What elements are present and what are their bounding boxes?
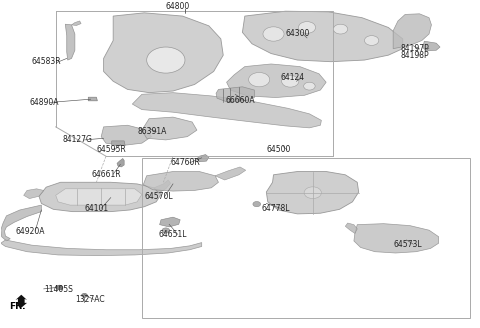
Circle shape [147, 47, 185, 73]
Polygon shape [215, 167, 246, 180]
Text: 64573L: 64573L [393, 240, 422, 249]
Text: 64595R: 64595R [96, 145, 126, 154]
Polygon shape [39, 182, 161, 212]
Polygon shape [142, 117, 197, 140]
Text: 64651L: 64651L [158, 230, 187, 239]
Polygon shape [88, 97, 97, 101]
Polygon shape [393, 14, 432, 49]
Polygon shape [24, 189, 44, 198]
Text: 64583R: 64583R [32, 57, 61, 66]
Polygon shape [197, 154, 209, 162]
Polygon shape [56, 189, 142, 205]
Polygon shape [144, 172, 218, 191]
Polygon shape [354, 224, 439, 253]
Polygon shape [132, 92, 322, 128]
Text: 64920A: 64920A [15, 227, 45, 236]
Polygon shape [101, 125, 152, 145]
Text: 64124: 64124 [281, 73, 305, 83]
Polygon shape [117, 158, 124, 167]
Circle shape [299, 22, 316, 33]
Text: 66660A: 66660A [226, 96, 255, 105]
Polygon shape [104, 13, 223, 92]
Circle shape [282, 75, 299, 87]
Polygon shape [112, 141, 125, 145]
Polygon shape [227, 64, 326, 97]
Text: 64760R: 64760R [170, 158, 200, 167]
Circle shape [333, 24, 348, 34]
Text: 11405S: 11405S [44, 285, 72, 294]
Polygon shape [0, 240, 202, 256]
Polygon shape [345, 223, 357, 234]
Circle shape [253, 201, 261, 207]
Polygon shape [216, 87, 254, 102]
Text: 84127G: 84127G [63, 135, 93, 144]
Circle shape [364, 36, 379, 45]
Circle shape [263, 27, 284, 41]
Polygon shape [154, 180, 170, 193]
Polygon shape [423, 41, 440, 51]
Polygon shape [159, 217, 180, 227]
Bar [142, 158, 470, 318]
Circle shape [162, 228, 169, 233]
Text: 64661R: 64661R [92, 170, 121, 179]
Circle shape [82, 294, 87, 297]
Polygon shape [0, 205, 41, 241]
Text: 84198P: 84198P [400, 51, 429, 60]
Circle shape [304, 82, 315, 90]
Text: 84197P: 84197P [400, 44, 429, 53]
Circle shape [249, 72, 270, 87]
Text: 64570L: 64570L [144, 193, 173, 201]
Polygon shape [15, 295, 27, 308]
Text: 86391A: 86391A [137, 127, 167, 136]
Polygon shape [242, 11, 403, 62]
Text: 1327AC: 1327AC [75, 295, 105, 304]
Text: 64778L: 64778L [262, 204, 290, 213]
Text: 64890A: 64890A [29, 98, 59, 107]
Polygon shape [266, 172, 359, 214]
Text: 64300: 64300 [286, 30, 310, 38]
Text: 64500: 64500 [266, 145, 291, 154]
Text: 64101: 64101 [84, 204, 108, 213]
Text: 64800: 64800 [166, 2, 190, 11]
Circle shape [56, 285, 63, 290]
Polygon shape [72, 21, 81, 26]
Polygon shape [65, 24, 75, 60]
Circle shape [304, 187, 322, 198]
Text: FR.: FR. [9, 302, 26, 311]
